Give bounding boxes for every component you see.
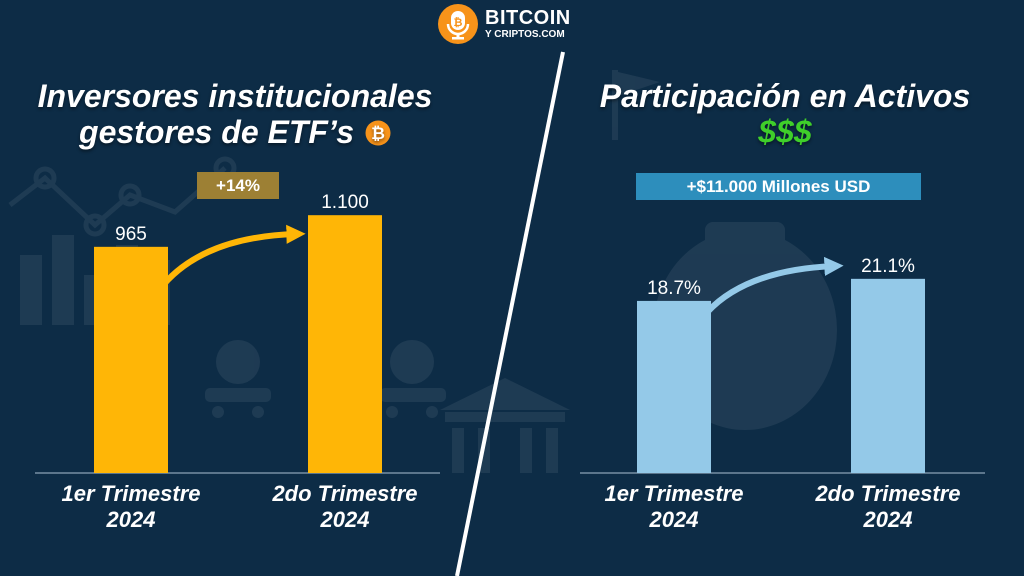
right-chart-title: Participación en Activos $$$ xyxy=(560,78,1010,150)
svg-text:₿: ₿ xyxy=(371,124,385,144)
right-category-label-2-line-2: 2024 xyxy=(863,507,913,532)
asset-growth-badge: +$11.000 Millones USD xyxy=(636,173,921,200)
left-title-line1: Inversores institucionales xyxy=(37,78,433,114)
svg-text:₿: ₿ xyxy=(454,16,463,29)
brand-name: BITCOIN xyxy=(485,7,571,29)
right-category-label-1-line-2: 2024 xyxy=(649,507,699,532)
brand-subname: Y CRIPTOS.COM xyxy=(485,29,565,40)
right-title-line1: Participación en Activos xyxy=(599,78,971,114)
flag-icon xyxy=(612,70,660,140)
coin-cart-icon xyxy=(205,340,446,418)
left-category-label-2-line-2: 2024 xyxy=(320,507,370,532)
right-category-label-2-line-1: 2do Trimestre xyxy=(814,481,960,506)
growth-percent-badge: +14% xyxy=(197,172,279,199)
dollar-signs: $$$ xyxy=(758,114,812,150)
bitcoin-coin-icon: ₿ xyxy=(365,120,391,146)
left-bar-2 xyxy=(308,215,382,473)
right-bar-1 xyxy=(637,300,711,473)
left-bar-1 xyxy=(94,246,168,473)
right-value-label-1: 18.7% xyxy=(647,278,701,299)
right-value-label-2: 21.1% xyxy=(861,256,915,277)
left-category-label-1-line-2: 2024 xyxy=(106,507,156,532)
left-title-line2-text: gestores de ETF’s xyxy=(79,114,355,150)
left-category-label-2-line-1: 2do Trimestre xyxy=(271,481,417,506)
left-chart-title: Inversores institucionales gestores de E… xyxy=(10,78,460,150)
bitcoin-microphone-icon: ₿ xyxy=(438,4,478,44)
left-value-label-2: 1.100 xyxy=(321,192,369,213)
left-category-label-1-line-1: 1er Trimestre xyxy=(61,481,200,506)
left-title-line2: gestores de ETF’s ₿ xyxy=(10,114,460,150)
brand-logo[interactable]: ₿ BITCOIN Y CRIPTOS.COM xyxy=(437,2,571,46)
right-bar-2 xyxy=(851,278,925,473)
right-category-label-1-line-1: 1er Trimestre xyxy=(604,481,743,506)
left-value-label-1: 965 xyxy=(115,224,147,245)
